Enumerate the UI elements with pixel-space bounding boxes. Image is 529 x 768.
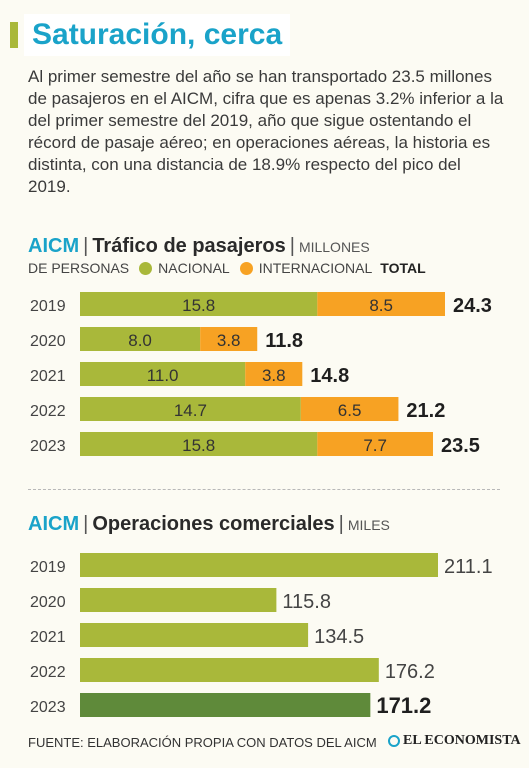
operations-value-label: 176.2 — [385, 661, 435, 683]
passenger-total-value: 21.2 — [406, 400, 445, 422]
passenger-total-value: 11.8 — [265, 330, 303, 352]
operations-bar — [80, 658, 379, 682]
passenger-value-nacional: 11.0 — [147, 366, 179, 385]
passenger-year-label: 2021 — [30, 368, 66, 385]
passenger-bar-nacional — [80, 397, 301, 421]
publisher-logo: EL ECONOMISTA — [388, 733, 521, 749]
chart-divider — [28, 489, 500, 490]
passenger-value-nacional: 8.0 — [128, 331, 152, 350]
operations-value-label: 171.2 — [376, 693, 431, 718]
passenger-year-label: 2022 — [30, 403, 66, 420]
title-box: Saturación, cerca — [24, 14, 291, 56]
legend-internacional-swatch — [239, 262, 253, 275]
operations-year-label: 2021 — [30, 629, 66, 646]
operations-bar — [80, 623, 309, 647]
passenger-year-label: 2020 — [30, 333, 66, 350]
passenger-bar-nacional — [80, 362, 246, 386]
passenger-bar-internacional — [200, 327, 258, 351]
operations-chart-separator: | — [83, 513, 89, 535]
title-accent-bar — [10, 22, 18, 48]
passenger-bar-internacional — [317, 432, 433, 456]
operations-year-label: 2019 — [30, 559, 66, 576]
passenger-value-internacional: 3.8 — [262, 366, 286, 385]
passenger-value-internacional: 6.5 — [338, 401, 362, 420]
intro-text: Al primer semestre del año se han transp… — [28, 67, 504, 196]
passenger-value-internacional: 8.5 — [369, 296, 393, 315]
passenger-value-nacional: 14.7 — [174, 401, 207, 420]
passenger-value-nacional: 15.8 — [182, 436, 215, 455]
passenger-chart-separator: | — [83, 235, 89, 257]
economista-logo-icon — [388, 735, 400, 747]
passenger-bar-internacional — [317, 292, 445, 316]
operations-chart-unit: MILES — [347, 517, 390, 533]
passenger-chart-unit: MILLONES — [298, 239, 370, 255]
operations-value-label: 134.5 — [314, 626, 364, 648]
passenger-chart-header: AICM | Tráfico de pasajeros | MILLONES — [28, 234, 370, 259]
legend-total-label: TOTAL — [380, 260, 426, 276]
legend-internacional-label: INTERNACIONAL — [258, 260, 373, 276]
operations-year-label: 2023 — [30, 699, 66, 716]
passenger-value-internacional: 3.8 — [217, 331, 241, 350]
passenger-year-label: 2019 — [30, 298, 66, 315]
legend-nacional-swatch — [139, 262, 153, 275]
publisher-logo-text: EL ECONOMISTA — [403, 733, 521, 748]
operations-chart-brand: AICM — [28, 513, 80, 535]
passenger-year-label: 2023 — [30, 438, 66, 455]
operations-year-label: 2022 — [30, 664, 66, 681]
operations-value-label: 211.1 — [444, 556, 493, 578]
operations-chart-title: Operaciones comerciales — [92, 513, 335, 535]
passenger-chart-separator-2: | — [289, 235, 295, 257]
operations-chart-separator-2: | — [338, 513, 344, 535]
passenger-bar-internacional — [245, 362, 303, 386]
passenger-bar-nacional — [80, 432, 318, 456]
page-title: Saturación, cerca — [32, 18, 283, 51]
passenger-total-value: 24.3 — [453, 295, 492, 317]
passenger-bar-nacional — [80, 292, 318, 316]
passenger-chart-legend: DE PERSONAS NACIONAL INTERNACIONAL TOTAL — [28, 258, 426, 278]
passenger-value-nacional: 15.8 — [182, 296, 215, 315]
operations-value-label: 115.8 — [282, 591, 331, 613]
passenger-bar-nacional — [80, 327, 201, 351]
legend-nacional-label: NACIONAL — [158, 260, 230, 276]
passenger-bar-internacional — [300, 397, 399, 421]
operations-chart-header: AICM | Operaciones comerciales | MILES — [28, 512, 390, 537]
passenger-value-internacional: 7.7 — [363, 436, 387, 455]
passenger-chart-brand: AICM — [28, 235, 80, 257]
passenger-total-value: 14.8 — [310, 365, 349, 387]
operations-year-label: 2020 — [30, 594, 66, 611]
passenger-total-value: 23.5 — [441, 435, 480, 457]
operations-bar — [80, 588, 277, 612]
passenger-chart-unit-2: DE PERSONAS — [28, 260, 130, 276]
operations-bar — [80, 693, 371, 717]
operations-bar — [80, 553, 438, 577]
source-footer: FUENTE: ELABORACIÓN PROPIA CON DATOS DEL… — [28, 735, 377, 750]
passenger-chart-title: Tráfico de pasajeros — [92, 235, 286, 257]
